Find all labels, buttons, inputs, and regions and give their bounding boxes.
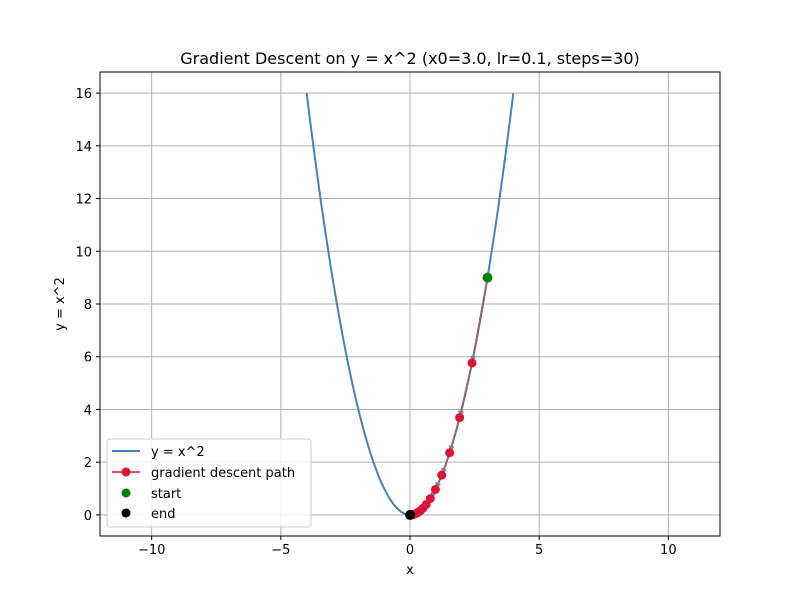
ticks: −10 −5 0 5 10 0 2 4 6 8 10 12 14 16 [75, 87, 676, 558]
step-arrow [460, 362, 473, 412]
y-tick-label: 12 [75, 193, 92, 208]
plot-data [305, 92, 515, 520]
y-tick-label: 8 [84, 298, 92, 313]
x-axis-label: x [406, 563, 414, 578]
y-tick-label: 16 [75, 87, 92, 102]
y-axis-label: y = x^2 [53, 277, 68, 331]
start-point [482, 272, 493, 283]
grid [100, 72, 720, 536]
y-tick-label: 6 [84, 351, 92, 366]
path-point [430, 484, 440, 494]
legend-end-marker [121, 508, 131, 518]
x-tick-label: 10 [660, 543, 677, 558]
y-tick-label: 0 [84, 509, 92, 524]
path-point [437, 470, 447, 480]
step-arrow [451, 417, 461, 447]
x-tick-label: 5 [535, 543, 543, 558]
legend-box [106, 438, 312, 528]
y-tick-label: 4 [84, 403, 92, 418]
path-point [445, 448, 455, 458]
y-tick-label: 14 [75, 140, 92, 155]
y-tick-label: 2 [84, 456, 92, 471]
x-tick-label: 0 [406, 543, 414, 558]
y-tick-label: 10 [75, 245, 92, 260]
legend-curve-label: y = x^2 [151, 445, 205, 460]
x-tick-label: −5 [271, 543, 290, 558]
legend-path-marker [121, 467, 131, 477]
x-tick-label: −10 [138, 543, 165, 558]
legend-end-label: end [151, 507, 176, 522]
path-point [455, 413, 465, 423]
chart-title: Gradient Descent on y = x^2 (x0=3.0, lr=… [180, 49, 639, 68]
step-arrow [472, 277, 488, 357]
legend-path-label: gradient descent path [151, 466, 295, 481]
legend: y = x^2 gradient descent path start end [106, 438, 312, 528]
end-point [405, 509, 416, 520]
legend-start-label: start [151, 487, 181, 502]
path-point [467, 358, 477, 368]
legend-start-marker [121, 488, 131, 498]
